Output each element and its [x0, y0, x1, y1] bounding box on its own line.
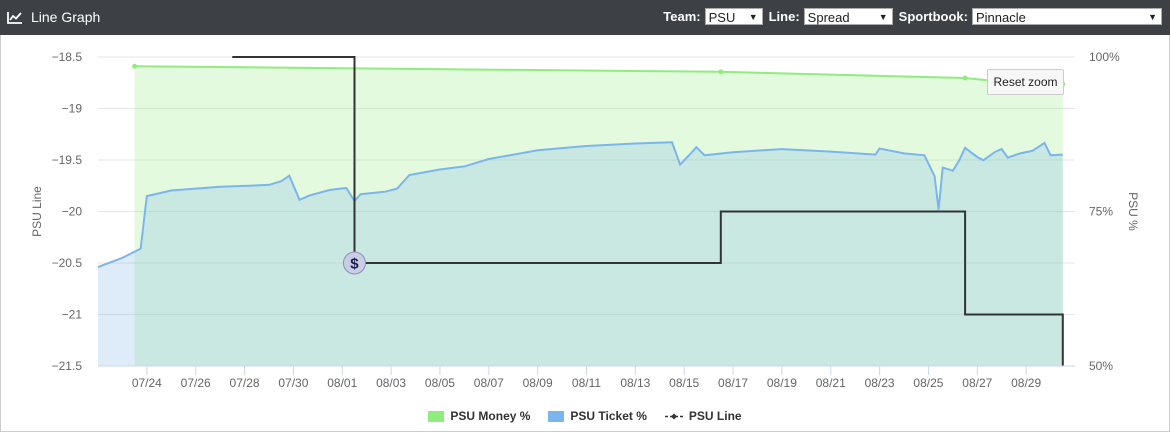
dropdown-arrow-icon: ▼ [1148, 12, 1157, 22]
legend-label: PSU Money % [450, 409, 531, 423]
x-tick-label: 08/29 [1011, 376, 1041, 390]
left-axis-title: PSU Line [30, 186, 44, 237]
x-tick-label: 08/11 [572, 376, 601, 390]
left-tick-label: −20 [62, 205, 83, 219]
x-tick-label: 08/23 [865, 376, 895, 390]
chart-header: Line Graph Team: PSU ▼ Line: Spread ▼ Sp… [0, 0, 1170, 35]
psu-money-area [134, 66, 1063, 367]
team-select[interactable]: PSU ▼ [704, 8, 763, 25]
line-select-value: Spread [807, 10, 850, 25]
legend-line-symbol [664, 413, 683, 419]
x-tick-label: 08/15 [669, 376, 699, 390]
psu-ticket-area [98, 142, 1063, 366]
money-point [962, 75, 968, 81]
left-tick-label: −21.5 [52, 359, 83, 373]
sportsbook-label: Sportbook: [898, 9, 968, 24]
x-tick-label: 07/26 [181, 376, 211, 390]
x-tick-label: 08/07 [474, 376, 504, 390]
x-tick-label: 08/01 [327, 376, 357, 390]
left-tick-label: −19.5 [52, 153, 83, 167]
dollar-sign-icon [342, 251, 366, 275]
left-tick-label: −21 [62, 308, 83, 322]
line-chart-icon [7, 11, 22, 24]
chart-title-text: Line Graph [31, 9, 101, 25]
legend-item-psu-ticket[interactable]: PSU Ticket % [548, 409, 647, 423]
right-tick-label: 100% [1089, 50, 1120, 64]
line-graph-chart: $07/24 07/26 07/28 07/30 08/01 08/03 08/05 08/0… [30, 50, 1140, 390]
x-tick-label: 08/17 [718, 376, 748, 390]
sportsbook-select-value: Pinnacle [976, 10, 1026, 25]
money-point [718, 69, 724, 75]
x-tick-label: 07/24 [132, 376, 162, 390]
sportsbook-select[interactable]: Pinnacle ▼ [972, 8, 1162, 25]
legend-label: PSU Ticket % [570, 409, 647, 423]
right-tick-label: 50% [1089, 359, 1113, 373]
chart-legend: PSU Money % PSU Ticket % PSU Line [0, 409, 1170, 423]
filter-controls: Team: PSU ▼ Line: Spread ▼ Sportbook: Pi… [663, 8, 1162, 25]
x-tick-label: 08/13 [620, 376, 650, 390]
left-tick-label: −18.5 [52, 50, 83, 64]
dropdown-arrow-icon: ▼ [748, 12, 758, 22]
x-tick-label: 08/21 [816, 376, 846, 390]
team-select-value: PSU [708, 10, 736, 25]
legend-swatch [428, 410, 445, 422]
legend-label: PSU Line [688, 409, 742, 423]
legend-item-psu-money[interactable]: PSU Money % [428, 409, 530, 423]
legend-item-psu-line[interactable]: PSU Line [664, 409, 742, 423]
x-tick-label: 07/28 [230, 376, 260, 390]
psu-ticket-line [97, 141, 1063, 269]
x-tick-label: 08/25 [913, 376, 943, 390]
money-point [132, 63, 138, 69]
x-tick-label: 08/09 [523, 376, 553, 390]
dropdown-arrow-icon: ▼ [878, 12, 888, 22]
legend-swatch [548, 410, 565, 422]
right-tick-label: 75% [1089, 205, 1113, 219]
line-select[interactable]: Spread ▼ [803, 8, 893, 25]
reset-zoom-button[interactable]: Reset zoom [987, 69, 1064, 95]
chart-title: Line Graph [7, 9, 100, 25]
x-tick-label: 08/05 [425, 376, 455, 390]
team-label: Team: [663, 9, 701, 24]
right-axis-title: PSU % [1126, 192, 1140, 231]
x-tick-label: 07/30 [278, 376, 308, 390]
x-tick-label: 08/03 [376, 376, 406, 390]
left-tick-label: −19 [62, 102, 83, 116]
marker-symbol: $ [350, 256, 359, 273]
x-tick-label: 08/27 [962, 376, 992, 390]
left-tick-label: −20.5 [52, 256, 83, 270]
psu-line-step [232, 56, 1064, 366]
line-label: Line: [768, 9, 800, 24]
x-tick-label: 08/19 [767, 376, 797, 390]
